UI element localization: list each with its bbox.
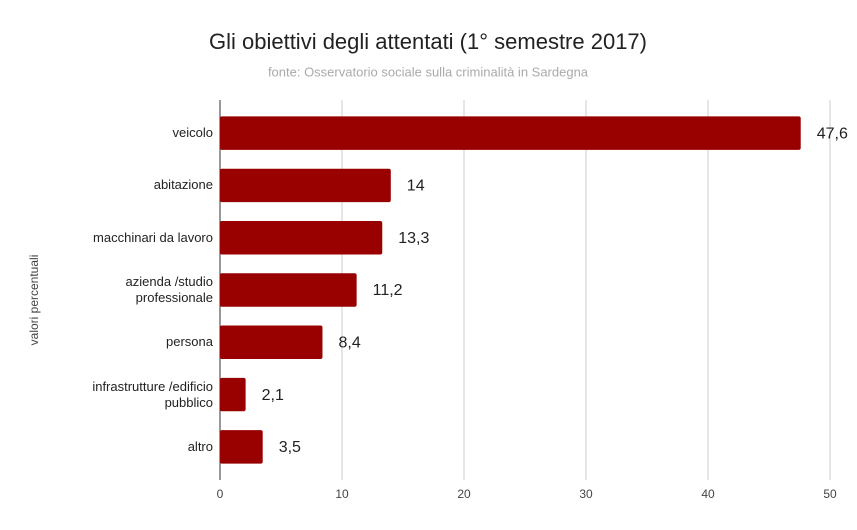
- y-tick-label: abitazione: [153, 177, 213, 193]
- bar: [220, 168, 391, 203]
- bar: [220, 220, 383, 255]
- data-label: 8,4: [338, 335, 360, 352]
- y-tick-label: macchinari da lavoro: [93, 229, 213, 245]
- data-label: 3,5: [279, 439, 301, 456]
- data-label: 11,2: [373, 282, 403, 299]
- y-axis-title: valori percentuali: [27, 255, 41, 346]
- data-label: 2,1: [262, 387, 284, 404]
- bar: [220, 273, 357, 307]
- chart-subtitle: fonte: Osservatorio sociale sulla crimin…: [268, 64, 589, 79]
- y-tick-label: veicolo: [172, 125, 213, 141]
- x-tick-label: 50: [823, 487, 837, 501]
- bar: [220, 377, 246, 412]
- y-tick-label: altro: [187, 438, 213, 454]
- data-label: 47,6: [817, 125, 848, 142]
- x-tick-label: 0: [217, 487, 224, 501]
- x-tick-label: 10: [335, 487, 349, 501]
- bar: [220, 325, 323, 360]
- data-label: 13,3: [398, 230, 429, 247]
- chart-title: Gli obiettivi degli attentati (1° semest…: [209, 29, 647, 54]
- y-tick-label: persona: [166, 334, 213, 350]
- y-tick-label: infrastrutture /edificio pubblico: [92, 378, 213, 410]
- x-tick-label: 30: [579, 487, 593, 501]
- data-label: 14: [407, 178, 425, 195]
- y-tick-label: azienda /studio professionale: [125, 274, 213, 305]
- bar: [220, 116, 801, 150]
- x-tick-label: 20: [457, 487, 471, 501]
- bar: [220, 430, 263, 464]
- x-tick-label: 40: [701, 487, 715, 501]
